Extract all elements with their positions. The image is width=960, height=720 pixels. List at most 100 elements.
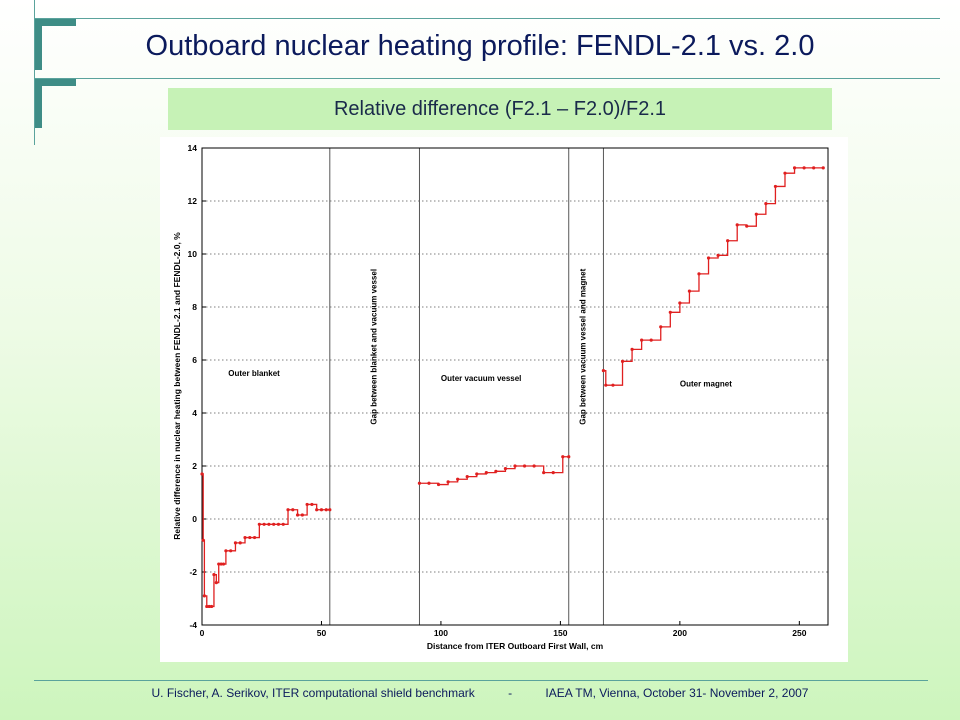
data-point	[745, 224, 749, 228]
data-point	[315, 508, 319, 512]
frame-top-line	[34, 18, 940, 19]
data-point	[214, 581, 218, 585]
region-label: Outer blanket	[228, 369, 280, 378]
x-axis-label: Distance from ITER Outboard First Wall, …	[427, 641, 604, 651]
data-point	[484, 471, 488, 475]
data-point	[436, 482, 441, 487]
data-point	[659, 325, 663, 329]
data-point	[207, 604, 211, 609]
series-step-line	[419, 456, 569, 486]
data-point	[300, 513, 304, 517]
y-tick-label: 14	[188, 143, 198, 153]
y-tick-label: 0	[192, 514, 197, 524]
data-point	[205, 604, 209, 609]
series-step-line	[603, 167, 824, 386]
grid-layer	[202, 200, 828, 573]
data-point	[305, 502, 309, 507]
data-point	[427, 481, 431, 485]
slide-title: Outboard nuclear heating profile: FENDL-…	[145, 30, 815, 62]
region-boundaries	[329, 148, 604, 625]
corner-bracket-top-vertical	[34, 18, 42, 70]
data-point	[446, 480, 450, 484]
data-point	[417, 481, 422, 485]
data-point	[465, 475, 469, 479]
x-tick-label: 150	[553, 628, 567, 638]
data-point	[649, 338, 653, 342]
data-point	[542, 471, 546, 475]
data-point	[310, 502, 314, 507]
data-point	[640, 338, 644, 342]
x-tick-label: 100	[434, 628, 448, 638]
chart-subtitle: Relative difference (F2.1 – F2.0)/F2.1	[168, 88, 832, 130]
data-point	[248, 535, 252, 540]
data-point	[257, 522, 261, 526]
data-point	[286, 508, 290, 512]
data-point	[513, 464, 517, 468]
frame-left-line	[34, 0, 35, 145]
region-label: Outer vacuum vessel	[441, 374, 521, 383]
region-label: Gap between blanket and vacuum vessel	[369, 269, 378, 425]
data-point	[221, 562, 226, 566]
x-tick-label: 200	[673, 628, 687, 638]
data-point	[812, 166, 816, 170]
data-point	[328, 508, 332, 512]
frame-title-line	[34, 78, 940, 79]
data-point	[252, 535, 257, 540]
region-label: Outer magnet	[680, 380, 732, 389]
data-point	[209, 604, 214, 609]
data-point	[238, 541, 242, 545]
data-point	[319, 508, 324, 512]
data-series	[200, 166, 825, 609]
data-point	[697, 272, 701, 276]
data-point	[201, 538, 205, 542]
data-point	[551, 471, 555, 475]
y-tick-label: 10	[188, 249, 198, 259]
y-tick-label: -2	[189, 567, 197, 577]
data-point	[272, 522, 276, 526]
corner-bracket-bottom-vertical	[34, 78, 42, 128]
plot-frame	[201, 147, 829, 626]
data-point	[611, 383, 615, 387]
data-point	[267, 522, 271, 526]
y-tick-label: 2	[192, 461, 197, 471]
data-point	[773, 184, 778, 189]
axis-ticks: -4 -2 0 2 4 6 8 10 12 14 0 50 100 150 200 250	[188, 143, 807, 638]
y-tick-label: 12	[188, 196, 198, 206]
data-point	[262, 522, 266, 526]
data-point	[522, 464, 527, 468]
corner-bracket-top-horizontal	[34, 18, 76, 26]
data-point	[792, 166, 797, 170]
data-point	[802, 166, 806, 170]
data-point	[243, 535, 247, 540]
x-tick-label: 0	[200, 628, 205, 638]
data-point	[764, 202, 768, 206]
frame-footer-line	[34, 680, 928, 681]
region-labels: Outer blanket Gap between blanket and vac…	[228, 268, 732, 424]
data-point	[532, 464, 536, 468]
data-point	[202, 594, 206, 598]
data-point	[604, 383, 608, 387]
data-point	[233, 541, 238, 545]
data-point	[324, 508, 328, 512]
data-point	[561, 455, 565, 459]
corner-bracket-bottom-horizontal	[34, 78, 76, 86]
y-tick-label: -4	[189, 620, 197, 630]
data-point	[503, 467, 508, 471]
data-point	[754, 212, 758, 216]
data-point	[212, 573, 216, 577]
x-tick-label: 250	[792, 628, 806, 638]
data-point	[620, 359, 625, 363]
y-tick-label: 6	[192, 355, 197, 365]
data-point	[783, 171, 787, 175]
data-point	[601, 369, 606, 373]
data-point	[281, 522, 285, 526]
data-point	[276, 522, 281, 526]
data-point	[567, 455, 571, 459]
data-point	[291, 508, 295, 512]
data-point	[668, 310, 672, 314]
data-point	[716, 253, 720, 257]
series-step-line	[202, 473, 330, 608]
data-point	[217, 562, 221, 566]
data-point	[678, 301, 682, 305]
y-axis-label: Relative difference in nuclear heating b…	[172, 232, 182, 540]
